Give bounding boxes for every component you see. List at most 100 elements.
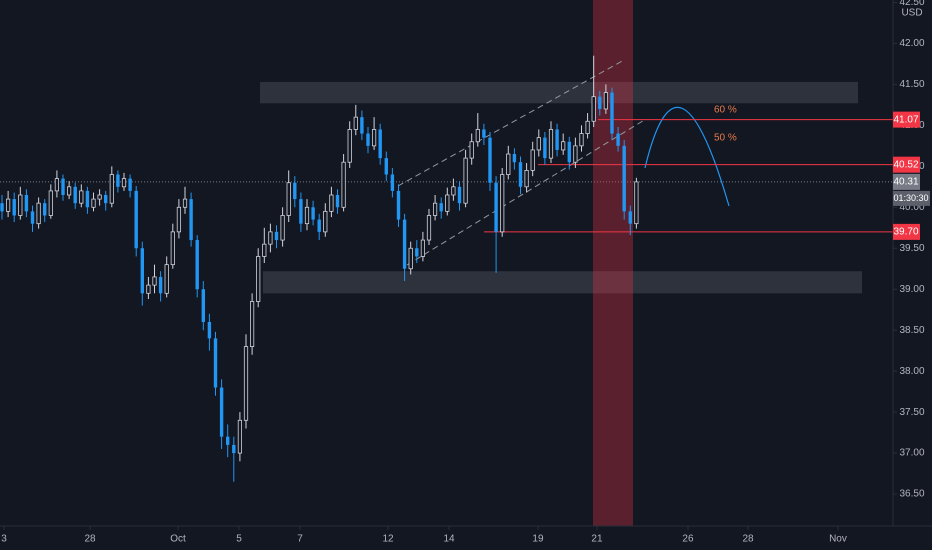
candle-body	[213, 338, 218, 388]
candle-body	[104, 194, 108, 204]
candle-body	[451, 186, 456, 196]
candle-body	[268, 231, 273, 245]
candle-body	[6, 198, 11, 212]
candle-body	[67, 186, 72, 196]
candle-body	[384, 158, 388, 175]
candle-body	[603, 92, 608, 110]
candle-body	[134, 190, 138, 249]
candle-body	[408, 247, 413, 270]
y-tick-label: 38.50	[899, 325, 924, 336]
candle-body	[128, 178, 132, 191]
candle-body	[445, 194, 450, 212]
candle-body	[482, 129, 486, 138]
countdown-box	[893, 190, 930, 206]
level-label-box	[893, 223, 920, 240]
x-tick-label: 28	[742, 534, 754, 545]
candle-body	[97, 194, 102, 200]
candle-body	[610, 92, 614, 134]
candle-body	[475, 129, 480, 143]
candle-body	[506, 153, 511, 175]
candle-body	[426, 215, 432, 241]
candle-body	[170, 231, 175, 266]
x-tick-label: Nov	[829, 534, 847, 545]
y-tick-label: 40.00	[899, 202, 924, 213]
candle-body	[469, 141, 474, 159]
candle-body	[18, 194, 23, 216]
y-tick-label: 41.50	[899, 79, 924, 90]
x-tick-label: 12	[382, 534, 394, 545]
candle-body	[286, 182, 291, 216]
candle-body	[555, 129, 559, 150]
candle-body	[628, 211, 632, 224]
candle-body	[396, 190, 401, 220]
candle-body	[420, 239, 425, 257]
y-tick-label: 38.00	[899, 366, 924, 377]
candle-body	[353, 116, 358, 130]
candle-body	[561, 141, 566, 151]
countdown: 01:30:30	[893, 193, 928, 203]
candle-body	[91, 198, 96, 208]
level-label-box	[893, 111, 920, 128]
candle-body	[591, 96, 596, 122]
candle-body	[0, 203, 4, 212]
candle-body	[121, 178, 127, 188]
candle-body	[317, 219, 321, 232]
candle-body	[207, 321, 212, 339]
candle-body	[109, 174, 114, 204]
candle-body	[323, 210, 328, 233]
candle-body	[622, 145, 626, 212]
x-tick-label: 21	[591, 534, 603, 545]
candle-body	[30, 211, 35, 224]
y-tick-label: 37.00	[899, 448, 924, 459]
candle-body	[360, 117, 364, 134]
candle-body	[201, 289, 206, 322]
x-tick-label: 3	[1, 534, 7, 545]
projection-arc	[644, 106, 730, 207]
candle-body	[304, 206, 310, 225]
candle-body	[146, 284, 151, 294]
candle-body	[164, 264, 169, 294]
candle-body	[158, 276, 163, 294]
candle-body	[73, 186, 77, 204]
x-tick-label: 14	[443, 534, 455, 545]
candle-body	[189, 199, 193, 241]
candle-body	[43, 203, 47, 216]
candle-body	[85, 190, 90, 208]
candle-body	[341, 161, 346, 208]
candle-body	[371, 129, 377, 147]
candle-body	[488, 137, 492, 183]
level-label: 39.70	[893, 227, 918, 238]
x-tick-label: 19	[532, 534, 544, 545]
candle-body	[573, 145, 578, 163]
candle-body	[311, 207, 315, 220]
candle-body	[140, 248, 145, 294]
y-tick-label: 39.00	[899, 284, 924, 295]
x-tick-label: 26	[682, 534, 694, 545]
candle-body	[512, 154, 517, 163]
candle-body	[543, 137, 547, 159]
x-tick-label: 5	[236, 534, 242, 545]
zone	[260, 81, 858, 104]
candle-body	[48, 190, 53, 216]
candle-body	[12, 199, 16, 216]
candle-body	[226, 436, 230, 445]
candle-body	[390, 174, 395, 191]
candle-body	[299, 199, 303, 224]
candle-body	[579, 133, 584, 147]
candle-body	[530, 149, 535, 171]
candle-body	[500, 174, 505, 233]
candle-body	[116, 174, 120, 187]
candle-body	[232, 444, 236, 454]
candle-body	[293, 182, 297, 200]
x-tick-label: 7	[297, 534, 303, 545]
candle-body	[195, 240, 199, 290]
candle-body	[536, 137, 541, 151]
candle-body	[366, 133, 370, 146]
candle-body	[280, 215, 285, 241]
candle-body	[524, 170, 529, 188]
x-tick-label: Oct	[170, 534, 186, 545]
candle-body	[335, 194, 340, 208]
